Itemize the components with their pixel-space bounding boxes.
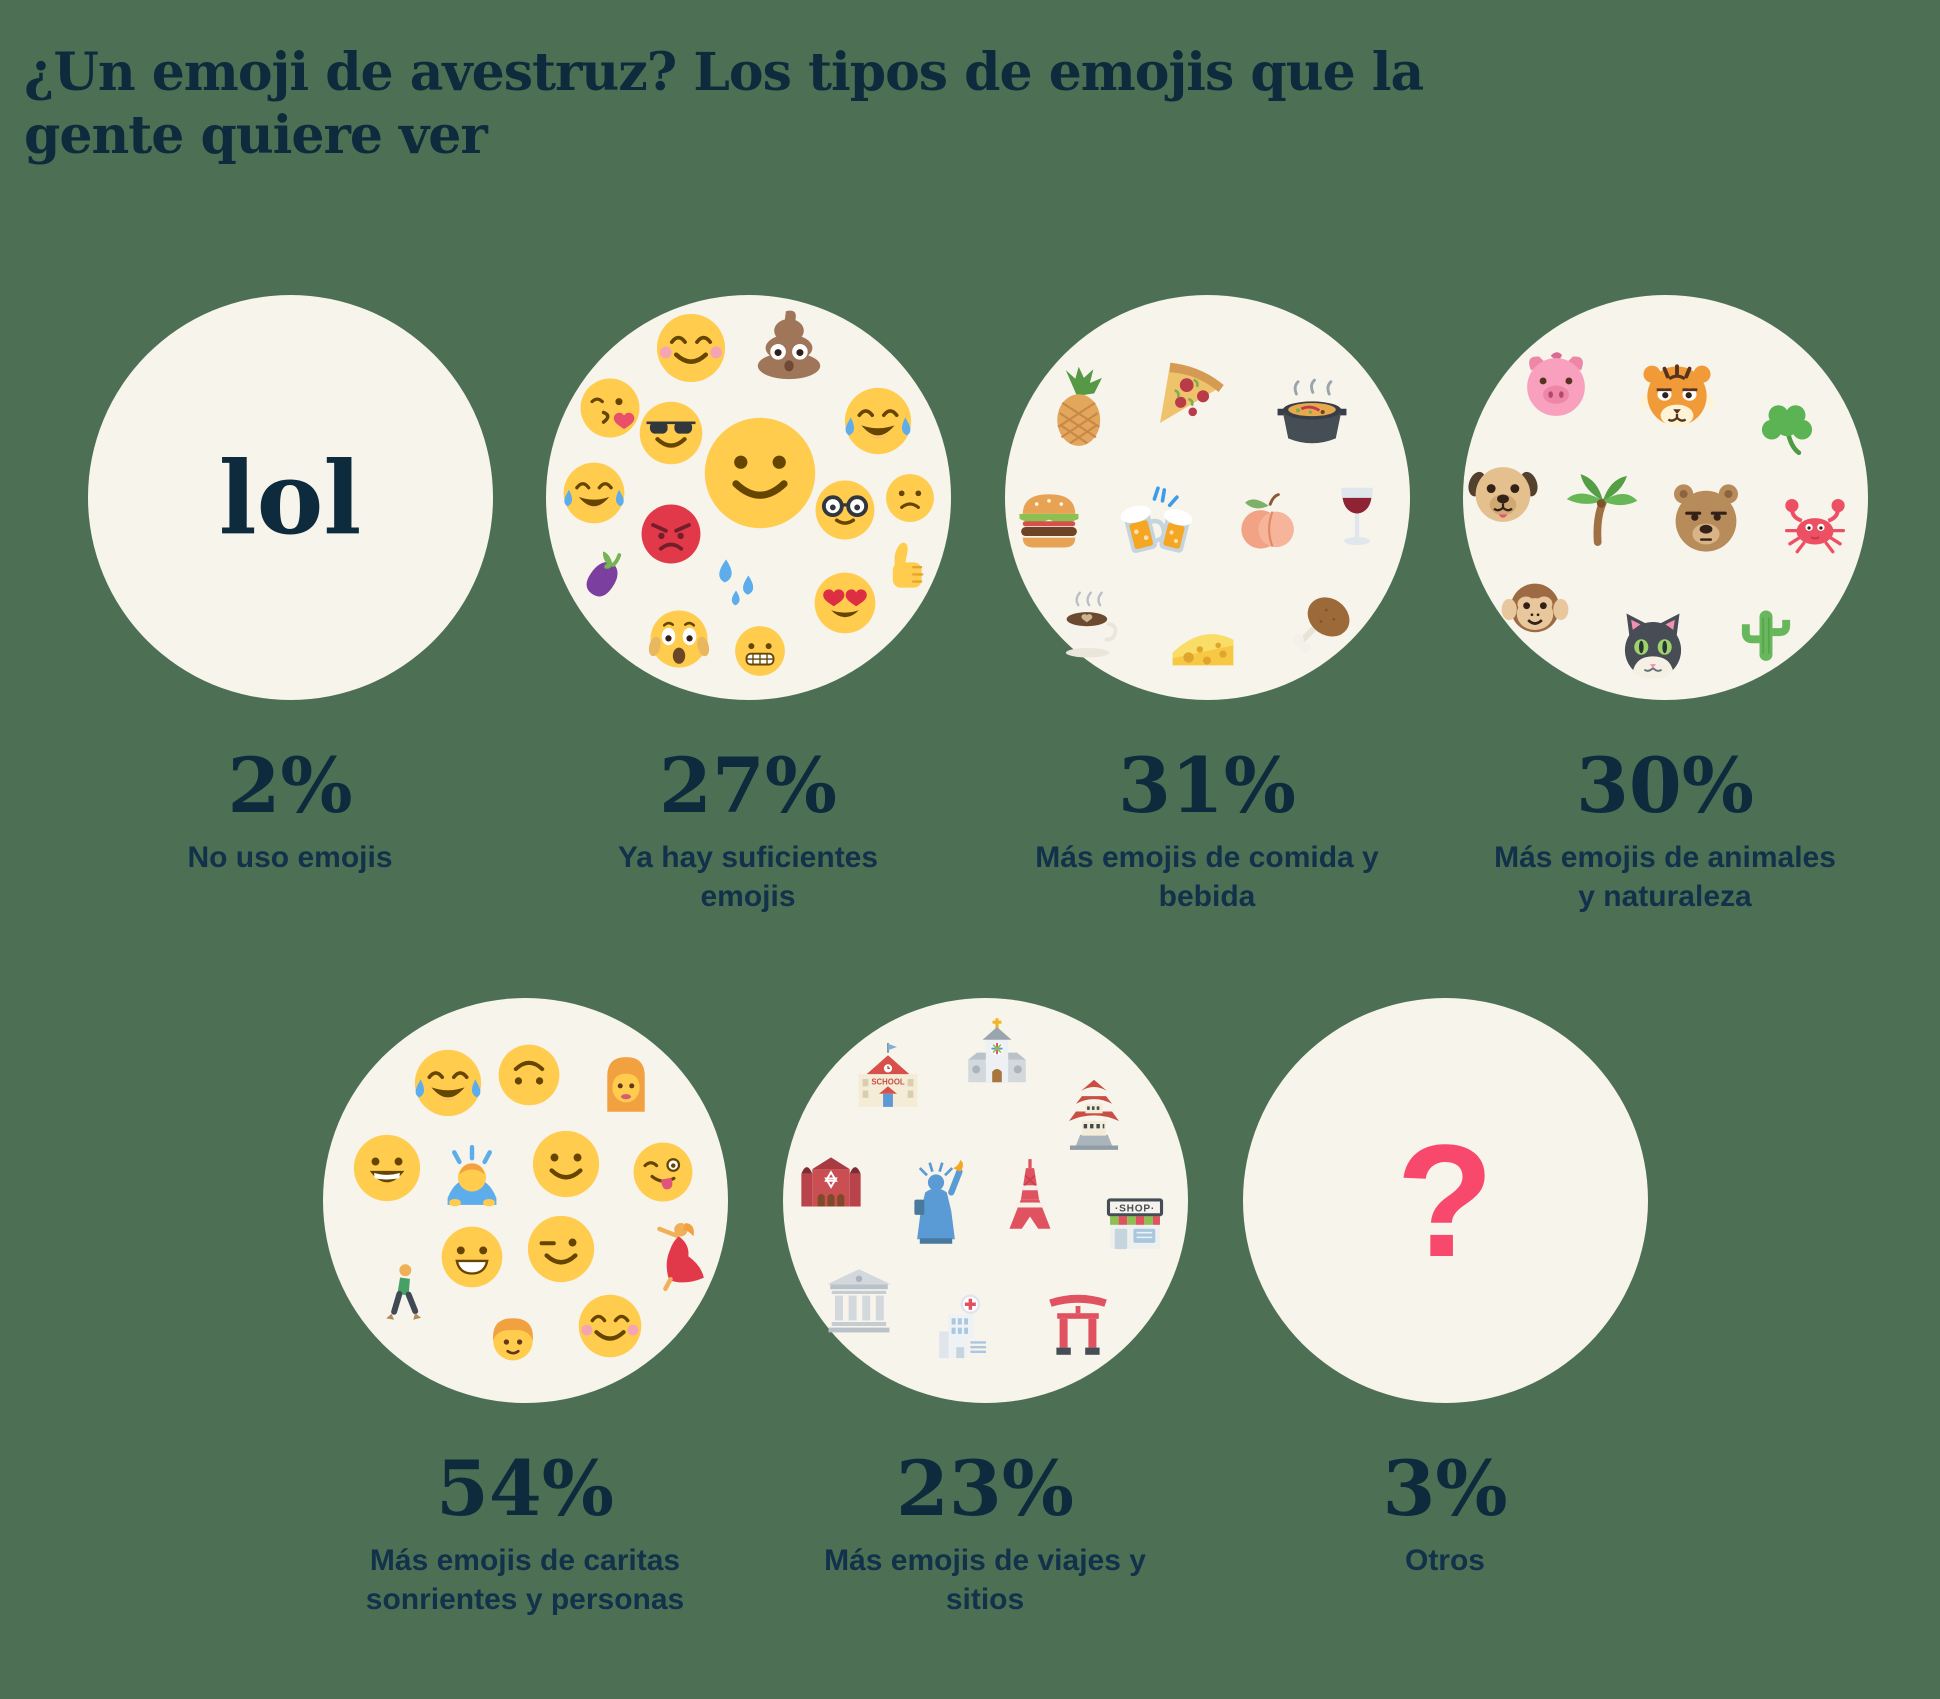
joy-face-icon bbox=[561, 460, 627, 526]
percent-value: 3% bbox=[1382, 1444, 1508, 1533]
category-label: Más emojis de animales y naturaleza bbox=[1494, 841, 1836, 913]
beers-cheers-icon bbox=[1113, 481, 1203, 571]
grin-open-icon bbox=[351, 1132, 423, 1204]
upside-down-face-icon bbox=[496, 1042, 562, 1108]
emoji-circle: ? bbox=[1242, 998, 1648, 1403]
grin-teeth-icon bbox=[439, 1224, 505, 1290]
lol-text: lol bbox=[218, 438, 362, 557]
category-group-7: ? 3% Otros bbox=[1225, 998, 1665, 1580]
percent-value: 54% bbox=[436, 1444, 614, 1533]
eggplant-icon bbox=[574, 542, 638, 606]
poop-icon bbox=[750, 305, 828, 383]
category-group-4: 30% Más emojis de animales y naturaleza bbox=[1445, 295, 1885, 916]
shamrock-icon bbox=[1754, 396, 1820, 462]
category-label: Más emojis de viajes y sitios bbox=[824, 1544, 1146, 1616]
cat-face-icon bbox=[1614, 608, 1692, 686]
wink-tongue-face-icon bbox=[631, 1140, 695, 1204]
tokyo-tower-icon bbox=[989, 1155, 1071, 1237]
smile-face-icon bbox=[530, 1128, 602, 1200]
category-label: No uso emojis bbox=[187, 841, 393, 874]
smiling-blush-icon bbox=[654, 311, 728, 385]
dancer-icon bbox=[638, 1220, 712, 1294]
angry-face-icon bbox=[639, 502, 703, 566]
cheese-icon bbox=[1163, 603, 1243, 683]
svg-text:·SHOP·: ·SHOP· bbox=[1115, 1203, 1155, 1214]
category-label: Ya hay suficientes emojis bbox=[617, 841, 879, 913]
school-icon: SCHOOL bbox=[847, 1038, 929, 1120]
emoji-circle: SCHOOL ·SHOP· bbox=[782, 998, 1188, 1403]
woman-face-icon bbox=[590, 1047, 662, 1119]
percent-value: 2% bbox=[227, 741, 353, 830]
peach-icon bbox=[1231, 485, 1305, 559]
joy-face-icon bbox=[842, 385, 914, 457]
percent-value: 31% bbox=[1118, 741, 1296, 830]
category-group-6: SCHOOL ·SHOP· 23% Más emojis de viajes y … bbox=[765, 998, 1205, 1619]
wine-glass-icon bbox=[1321, 482, 1393, 554]
grimace-face-icon bbox=[733, 624, 787, 678]
emoji-circle bbox=[545, 295, 951, 700]
bear-face-icon bbox=[1666, 478, 1746, 558]
sunglasses-face-icon bbox=[637, 399, 705, 467]
japanese-castle-icon bbox=[1051, 1072, 1137, 1158]
synagogue-icon bbox=[792, 1141, 870, 1219]
category-label: Más emojis de comida y bebida bbox=[1035, 841, 1379, 913]
sweat-drops-icon bbox=[705, 552, 767, 614]
scream-face-icon bbox=[648, 608, 710, 670]
heart-eyes-face-icon bbox=[812, 570, 878, 636]
walking-man-icon bbox=[371, 1261, 437, 1327]
bowing-person-icon bbox=[435, 1139, 509, 1213]
drumstick-icon bbox=[1286, 585, 1362, 661]
cactus-icon bbox=[1730, 599, 1802, 671]
boy-face-icon bbox=[480, 1305, 546, 1371]
pug-face-icon bbox=[1466, 456, 1540, 530]
pig-face-icon bbox=[1518, 346, 1594, 422]
wink-face-icon bbox=[525, 1213, 597, 1285]
coffee-icon bbox=[1051, 588, 1129, 666]
joy-face-icon bbox=[412, 1047, 484, 1119]
question-mark: ? bbox=[1396, 1110, 1494, 1290]
svg-text:SCHOOL: SCHOOL bbox=[871, 1078, 905, 1087]
emoji-circle bbox=[1462, 295, 1868, 700]
stew-pot-icon bbox=[1271, 376, 1353, 458]
nerd-face-icon bbox=[813, 478, 877, 542]
emoji-circle bbox=[322, 998, 728, 1403]
hospital-icon bbox=[922, 1291, 1000, 1369]
tiger-face-icon bbox=[1638, 357, 1716, 435]
smiling-blush-icon bbox=[576, 1292, 644, 1360]
category-label: Otros bbox=[1404, 1544, 1485, 1577]
category-group-5: 54% Más emojis de caritas sonrientes y p… bbox=[305, 998, 745, 1619]
statue-of-liberty-icon bbox=[891, 1159, 981, 1250]
kissing-face-icon bbox=[578, 376, 642, 440]
pineapple-icon bbox=[1034, 365, 1120, 451]
torii-gate-icon bbox=[1038, 1282, 1118, 1362]
category-label: Más emojis de caritas sonrientes y perso… bbox=[365, 1544, 685, 1616]
percent-value: 27% bbox=[659, 741, 837, 830]
percent-value: 30% bbox=[1576, 741, 1754, 830]
chart-title: ¿Un emoji de avestruz? Los tipos de emoj… bbox=[24, 41, 1424, 167]
frown-face-icon bbox=[884, 472, 936, 524]
shop-icon: ·SHOP· bbox=[1096, 1182, 1174, 1260]
thumbs-up-icon bbox=[876, 536, 936, 596]
hamburger-icon bbox=[1008, 477, 1090, 559]
emoji-circle bbox=[1004, 295, 1410, 700]
crab-icon bbox=[1782, 493, 1848, 559]
emoji-circle: lol bbox=[87, 295, 493, 700]
palm-tree-icon bbox=[1553, 463, 1639, 549]
church-icon bbox=[957, 1015, 1037, 1095]
percent-value: 23% bbox=[896, 1444, 1074, 1533]
smile-face-icon bbox=[700, 413, 820, 533]
monkey-hear-no-evil-icon bbox=[1497, 573, 1573, 649]
category-group-3: 31% Más emojis de comida y bebida bbox=[987, 295, 1427, 916]
category-group-2: 27% Ya hay suficientes emojis bbox=[528, 295, 968, 916]
pizza-icon bbox=[1148, 349, 1234, 435]
museum-icon bbox=[819, 1262, 899, 1342]
category-group-1: lol 2% No uso emojis bbox=[70, 295, 510, 877]
